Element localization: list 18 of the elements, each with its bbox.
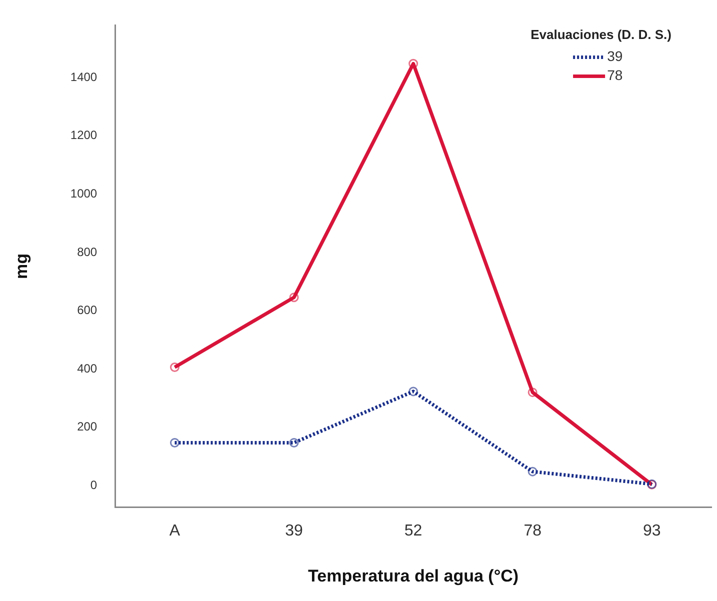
- y-tick-label: 800: [77, 244, 98, 259]
- x-tick-label: 52: [404, 522, 422, 540]
- legend-title: Evaluaciones (D. D. S.): [530, 26, 672, 42]
- x-tick-label: 93: [642, 522, 661, 540]
- y-tick-label: 1400: [70, 70, 98, 84]
- y-tick-label: 1200: [70, 128, 98, 142]
- y-tick-label: 400: [77, 361, 98, 376]
- y-axis-title: mg: [12, 254, 31, 280]
- legend-label: 39: [607, 48, 623, 64]
- x-tick-label: 39: [285, 522, 304, 540]
- legend-label: 78: [607, 67, 623, 84]
- y-tick-label: 200: [77, 420, 98, 434]
- y-tick-label: 0: [90, 478, 98, 492]
- x-tick-label: A: [169, 522, 180, 540]
- y-tick-label: 600: [77, 303, 98, 318]
- y-tick-label: 1000: [70, 186, 98, 200]
- x-tick-label: 78: [524, 522, 542, 540]
- x-axis-title: Temperatura del agua (°C): [308, 566, 519, 586]
